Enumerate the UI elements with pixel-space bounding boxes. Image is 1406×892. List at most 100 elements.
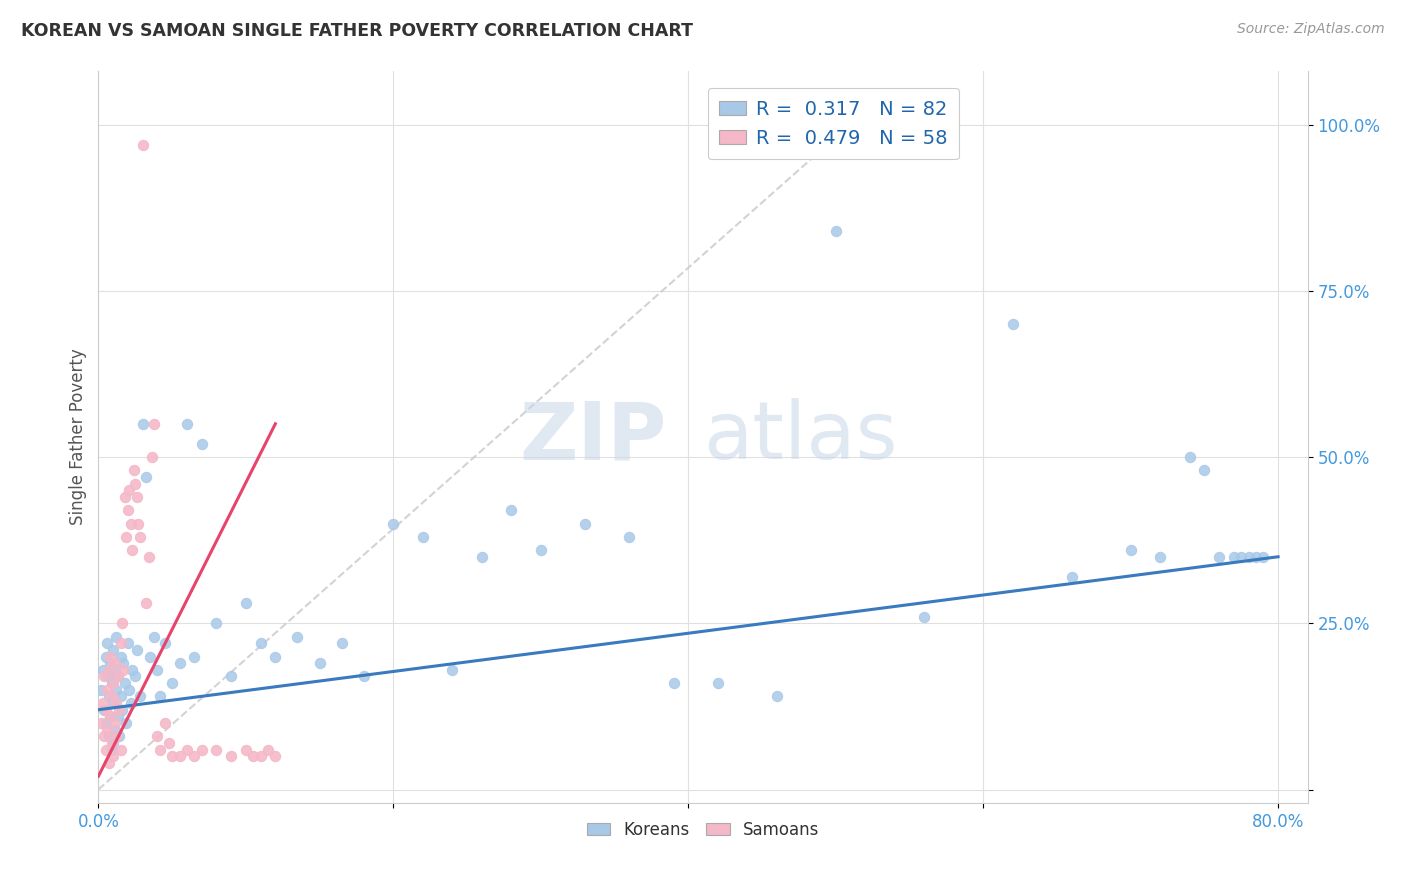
Point [153,716,176,731]
Point [117,636,139,650]
Point [149,742,172,756]
Point [824,224,846,238]
Point [662,676,685,690]
Point [110,636,132,650]
Point [157,736,180,750]
Point [98,656,121,670]
Point [1060,570,1083,584]
Point [122,463,145,477]
Point [1230,549,1253,564]
Point [120,696,142,710]
Point [1119,543,1142,558]
Point [120,516,142,531]
Point [160,676,183,690]
Point [121,663,143,677]
Point [93,729,115,743]
Point [219,669,242,683]
Point [1001,317,1024,331]
Point [330,636,353,650]
Point [96,636,118,650]
Text: atlas: atlas [703,398,897,476]
Point [110,690,132,704]
Y-axis label: Single Father Poverty: Single Father Poverty [69,349,87,525]
Point [146,729,169,743]
Point [97,690,120,704]
Point [190,742,212,756]
Point [176,742,198,756]
Point [219,749,242,764]
Point [382,516,405,531]
Point [412,530,434,544]
Point [1194,463,1216,477]
Point [118,483,141,498]
Point [264,649,287,664]
Point [249,636,271,650]
Point [112,656,135,670]
Point [117,503,139,517]
Point [100,736,122,750]
Point [108,703,131,717]
Point [765,690,787,704]
Point [619,530,641,544]
Point [530,543,553,558]
Point [90,682,112,697]
Point [149,690,172,704]
Point [1253,549,1275,564]
Point [111,703,134,717]
Point [97,729,120,743]
Point [1237,549,1260,564]
Point [1149,549,1171,564]
Point [107,669,129,683]
Point [93,669,115,683]
Point [101,696,124,710]
Point [101,736,124,750]
Point [1244,549,1267,564]
Point [124,669,146,683]
Point [128,690,150,704]
Point [104,723,127,737]
Point [1208,549,1230,564]
Point [127,516,149,531]
Point [105,630,128,644]
Text: ZIP: ZIP [519,398,666,476]
Point [112,663,135,677]
Point [183,649,205,664]
Point [110,742,132,756]
Point [111,616,134,631]
Legend: Koreans, Samoans: Koreans, Samoans [581,814,825,846]
Point [1223,549,1246,564]
Point [105,729,128,743]
Point [160,749,183,764]
Point [242,749,264,764]
Point [183,749,205,764]
Point [94,716,117,731]
Point [108,729,131,743]
Point [706,676,728,690]
Point [93,703,115,717]
Point [131,137,153,152]
Point [1178,450,1201,464]
Point [124,476,146,491]
Point [101,643,124,657]
Point [146,663,169,677]
Point [190,436,212,450]
Point [235,596,257,610]
Point [257,742,280,756]
Point [125,643,148,657]
Point [100,690,122,704]
Point [97,756,120,770]
Point [141,450,163,464]
Point [105,696,128,710]
Point [441,663,464,677]
Point [353,669,375,683]
Point [91,696,114,710]
Point [101,749,124,764]
Point [115,716,138,731]
Point [98,709,121,723]
Point [107,709,129,723]
Point [264,749,287,764]
Point [104,663,127,677]
Point [143,417,166,431]
Point [169,656,191,670]
Point [94,703,117,717]
